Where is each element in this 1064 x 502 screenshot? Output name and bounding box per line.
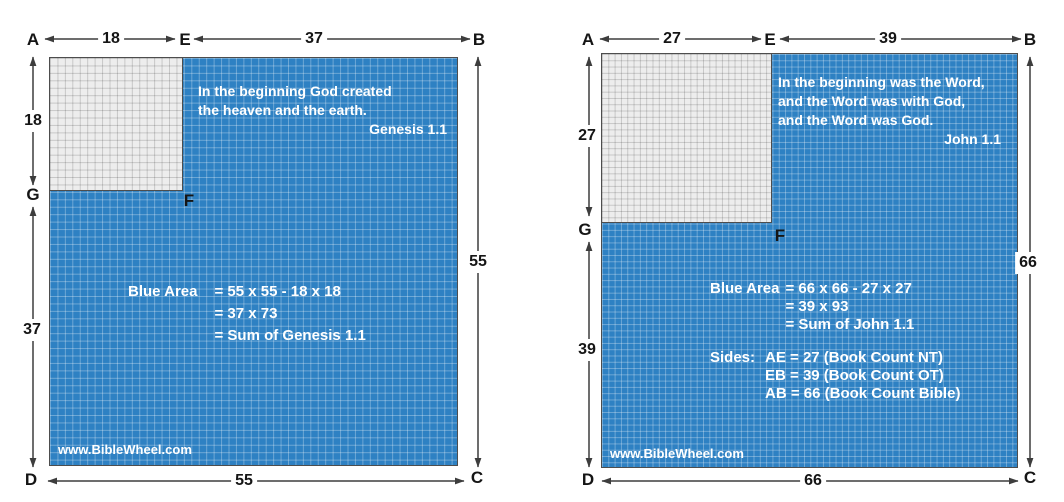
white-grid-square bbox=[601, 53, 772, 223]
verse-attribution: Genesis 1.1 bbox=[369, 121, 447, 137]
verse-text: In the beginning God created the heaven … bbox=[198, 82, 447, 139]
sides-label: Sides: bbox=[710, 349, 756, 366]
equation-line: = 37 x 73 bbox=[214, 305, 278, 322]
sides-lines: AE = 27 (Book Count NT) EB = 39 (Book Co… bbox=[765, 349, 960, 403]
dim-value-left-gd: 37 bbox=[19, 319, 45, 341]
dim-value-left-gd: 39 bbox=[574, 339, 600, 361]
corner-label-f: F bbox=[183, 191, 195, 210]
white-grid-square bbox=[49, 57, 183, 191]
corner-label-a: A bbox=[581, 30, 595, 49]
corner-label-g: G bbox=[578, 220, 592, 239]
verse-attribution: John 1.1 bbox=[944, 131, 1001, 147]
sides-line: AE = 27 (Book Count NT) bbox=[765, 349, 943, 366]
john-diagram-panel: A E B G F D C 27 39 27 39 66 66 In the b… bbox=[532, 0, 1064, 502]
corner-label-g: G bbox=[26, 185, 40, 204]
corner-label-d: D bbox=[581, 470, 595, 489]
verse-line: and the Word was with God, bbox=[778, 93, 966, 109]
equation-lines: = 55 x 55 - 18 x 18 = 37 x 73 = Sum of G… bbox=[214, 281, 365, 347]
verse-line: In the beginning God created bbox=[198, 83, 392, 99]
equation-block: Blue Area = 66 x 66 - 27 x 27 = 39 x 93 … bbox=[710, 280, 914, 334]
dim-value-left-ag: 27 bbox=[574, 125, 600, 147]
verse-line: the heaven and the earth. bbox=[198, 102, 367, 118]
equation-line: = Sum of Genesis 1.1 bbox=[214, 327, 366, 344]
sides-line: EB = 39 (Book Count OT) bbox=[765, 367, 944, 384]
corner-label-c: C bbox=[1023, 468, 1037, 487]
sides-block: Sides: AE = 27 (Book Count NT) EB = 39 (… bbox=[710, 349, 960, 403]
equation-line: = 66 x 66 - 27 x 27 bbox=[785, 280, 912, 297]
corner-label-e: E bbox=[764, 30, 776, 49]
dim-value-top-ae: 18 bbox=[98, 28, 124, 50]
equation-block: Blue Area = 55 x 55 - 18 x 18 = 37 x 73 … bbox=[128, 281, 366, 347]
verse-text: In the beginning was the Word, and the W… bbox=[778, 73, 1001, 149]
sides-line: AB = 66 (Book Count Bible) bbox=[765, 385, 961, 402]
corner-label-b: B bbox=[1023, 30, 1037, 49]
dim-value-top-eb: 39 bbox=[875, 28, 901, 50]
dim-value-bottom-dc: 55 bbox=[231, 470, 257, 492]
corner-label-e: E bbox=[179, 30, 191, 49]
equation-label: Blue Area bbox=[710, 280, 780, 297]
corner-label-f: F bbox=[774, 226, 786, 245]
corner-label-a: A bbox=[26, 30, 40, 49]
equation-lines: = 66 x 66 - 27 x 27 = 39 x 93 = Sum of J… bbox=[785, 280, 914, 334]
dim-value-top-ae: 27 bbox=[659, 28, 685, 50]
equation-line: = 39 x 93 bbox=[785, 298, 849, 315]
verse-line: In the beginning was the Word, bbox=[778, 74, 985, 90]
corner-label-d: D bbox=[24, 470, 38, 489]
verse-line: and the Word was God. bbox=[778, 112, 934, 128]
equation-label: Blue Area bbox=[128, 283, 198, 300]
dim-value-right-bc: 66 bbox=[1015, 252, 1041, 274]
dim-value-left-ag: 18 bbox=[20, 110, 46, 132]
genesis-diagram-panel: A E B G F D C 18 37 18 37 55 55 In the b… bbox=[19, 28, 491, 492]
equation-line: = Sum of John 1.1 bbox=[785, 316, 915, 333]
watermark: www.BibleWheel.com bbox=[58, 442, 192, 457]
equation-line: = 55 x 55 - 18 x 18 bbox=[214, 283, 341, 300]
watermark: www.BibleWheel.com bbox=[610, 446, 744, 461]
corner-label-c: C bbox=[470, 468, 484, 487]
corner-label-b: B bbox=[472, 30, 486, 49]
dim-value-bottom-dc: 66 bbox=[800, 470, 826, 492]
dim-value-right-bc: 55 bbox=[465, 251, 491, 273]
dim-value-top-eb: 37 bbox=[301, 28, 327, 50]
